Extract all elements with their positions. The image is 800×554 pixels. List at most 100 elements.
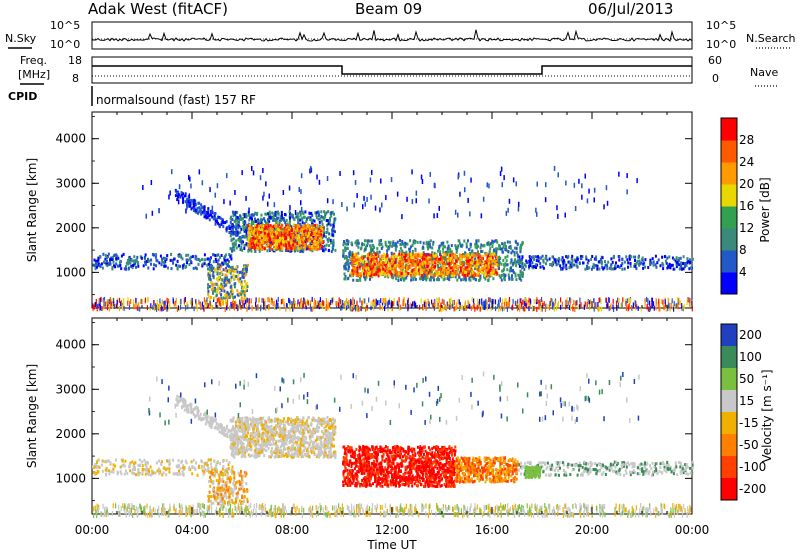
data-cell bbox=[413, 271, 416, 274]
data-cell bbox=[479, 246, 482, 250]
data-cell bbox=[266, 249, 269, 253]
data-cell bbox=[429, 255, 432, 259]
data-cell bbox=[508, 269, 511, 273]
data-cell bbox=[469, 258, 471, 262]
data-cell bbox=[449, 261, 452, 265]
data-cell bbox=[508, 240, 511, 244]
data-cell bbox=[536, 296, 538, 302]
data-cell bbox=[586, 264, 588, 268]
data-cell bbox=[238, 217, 241, 221]
data-cell bbox=[375, 257, 378, 261]
data-cell bbox=[449, 270, 452, 274]
data-cell bbox=[200, 203, 203, 207]
data-cell bbox=[346, 305, 348, 311]
data-cell bbox=[120, 267, 123, 271]
data-cell bbox=[688, 267, 691, 271]
data-cell bbox=[230, 287, 233, 291]
data-cell bbox=[353, 299, 355, 305]
data-cell bbox=[455, 259, 458, 263]
data-cell bbox=[226, 298, 229, 304]
data-cell bbox=[266, 218, 269, 222]
data-cell bbox=[300, 245, 303, 249]
data-cell bbox=[671, 298, 673, 304]
data-cell bbox=[438, 272, 441, 276]
data-cell bbox=[610, 267, 613, 271]
data-cell bbox=[541, 306, 543, 312]
data-cell bbox=[602, 267, 605, 271]
data-cell bbox=[481, 250, 484, 253]
data-cell bbox=[356, 255, 359, 259]
data-cell bbox=[458, 275, 461, 279]
data-cell bbox=[166, 254, 169, 258]
data-cell bbox=[345, 239, 348, 243]
data-cell bbox=[275, 304, 277, 310]
data-cell bbox=[482, 266, 485, 270]
data-cell bbox=[300, 173, 303, 179]
data-cell bbox=[312, 218, 315, 222]
data-cell bbox=[159, 306, 161, 312]
data-cell bbox=[487, 242, 490, 246]
data-cell bbox=[566, 256, 569, 260]
data-cell bbox=[445, 266, 448, 270]
data-cell bbox=[233, 241, 236, 245]
data-cell bbox=[207, 286, 209, 290]
data-cell bbox=[472, 304, 474, 310]
data-cell bbox=[176, 191, 178, 195]
data-cell bbox=[616, 264, 619, 268]
data-cell bbox=[458, 270, 461, 274]
data-cell bbox=[450, 255, 453, 258]
data-cell bbox=[361, 262, 364, 266]
data-cell bbox=[551, 255, 554, 259]
data-cell bbox=[292, 243, 295, 247]
data-cell bbox=[626, 258, 629, 262]
data-cell bbox=[297, 221, 300, 225]
data-cell bbox=[217, 221, 219, 225]
data-cell bbox=[202, 262, 205, 266]
data-cell bbox=[366, 271, 369, 275]
data-cell bbox=[478, 260, 481, 264]
data-cell bbox=[606, 267, 609, 271]
data-cell bbox=[250, 227, 253, 231]
data-cell bbox=[479, 298, 481, 304]
data-cell bbox=[397, 298, 399, 304]
data-cell bbox=[388, 299, 390, 305]
data-cell bbox=[478, 301, 480, 307]
data-cell bbox=[230, 225, 233, 229]
data-cell bbox=[679, 261, 682, 265]
data-cell bbox=[320, 233, 323, 237]
data-cell bbox=[517, 299, 519, 305]
data-cell bbox=[422, 253, 425, 257]
data-cell bbox=[371, 253, 374, 257]
data-cell bbox=[456, 302, 458, 308]
data-cell bbox=[311, 213, 314, 217]
data-cell bbox=[289, 219, 291, 223]
data-cell bbox=[292, 239, 295, 243]
data-cell bbox=[407, 267, 410, 271]
data-cell bbox=[275, 229, 278, 233]
data-cell bbox=[598, 267, 601, 271]
data-cell bbox=[274, 300, 276, 306]
data-cell bbox=[267, 297, 269, 302]
data-cell bbox=[691, 257, 694, 261]
data-cell bbox=[424, 274, 427, 278]
data-cell bbox=[257, 239, 260, 243]
data-cell bbox=[595, 302, 597, 308]
data-cell bbox=[93, 304, 95, 310]
data-cell bbox=[482, 261, 485, 264]
data-cell bbox=[392, 242, 395, 245]
data-cell bbox=[341, 299, 343, 305]
data-cell bbox=[394, 260, 397, 264]
data-cell bbox=[231, 237, 234, 241]
data-cell bbox=[407, 253, 410, 257]
data-cell bbox=[214, 269, 217, 273]
data-cell bbox=[229, 220, 232, 224]
data-cell bbox=[272, 225, 275, 228]
data-cell bbox=[108, 263, 111, 266]
data-cell bbox=[617, 297, 619, 303]
data-cell bbox=[537, 255, 540, 259]
data-cell bbox=[217, 215, 220, 219]
data-cell bbox=[123, 302, 125, 308]
data-cell bbox=[185, 198, 188, 202]
data-cell bbox=[470, 261, 473, 265]
data-cell bbox=[682, 267, 685, 271]
